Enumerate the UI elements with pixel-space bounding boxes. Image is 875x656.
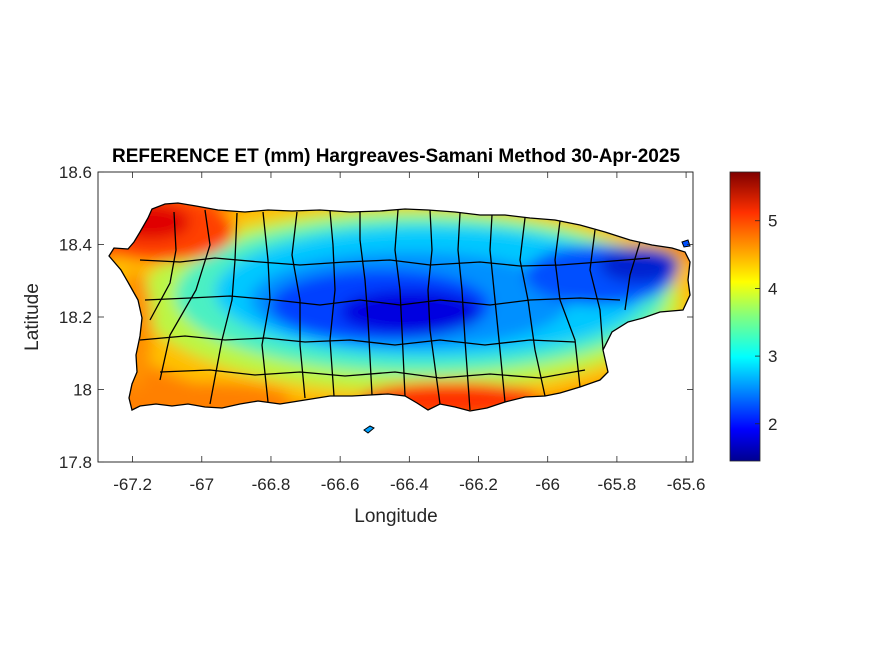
y-tick-marks [98,171,693,463]
y-tick-label: 18.2 [59,308,92,327]
colorbar-gradient [729,171,761,462]
colorbar-tick-label: 3 [768,347,777,366]
colorbar: 5 4 3 2 [729,171,777,462]
x-tick-marks [132,172,687,462]
x-tick-label: -66 [535,475,560,494]
x-tick-label: -66.8 [252,475,291,494]
chart-title: REFERENCE ET (mm) Hargreaves-Samani Meth… [112,146,680,167]
x-tick-labels: -67.2 -67 -66.8 -66.6 -66.4 -66.2 -66 -65.8 -65.… [113,475,705,494]
municipal-boundaries [108,202,691,412]
y-tick-label: 18.6 [59,163,92,182]
y-tick-label: 18.4 [59,236,92,255]
x-tick-label: -65.8 [598,475,637,494]
colorbar-ticks: 5 4 3 2 [755,212,777,434]
x-tick-label: -65.6 [667,475,706,494]
x-axis-label: Longitude [354,506,437,527]
x-tick-label: -66.6 [321,475,360,494]
colorbar-tick-label: 2 [768,415,777,434]
x-tick-label: -67 [189,475,214,494]
y-tick-label: 17.8 [59,453,92,472]
offshore-islet-east [681,239,691,248]
colorbar-tick-label: 5 [768,212,777,231]
x-tick-label: -66.2 [459,475,498,494]
x-tick-label: -66.4 [390,475,429,494]
y-axis-label: Latitude [22,283,43,351]
y-tick-label: 18 [73,381,92,400]
x-tick-label: -67.2 [113,475,152,494]
offshore-island-caja-de-muertos [363,425,375,434]
y-tick-labels: 18.6 18.4 18.2 18 17.8 [59,163,92,472]
colorbar-tick-label: 4 [768,279,777,298]
